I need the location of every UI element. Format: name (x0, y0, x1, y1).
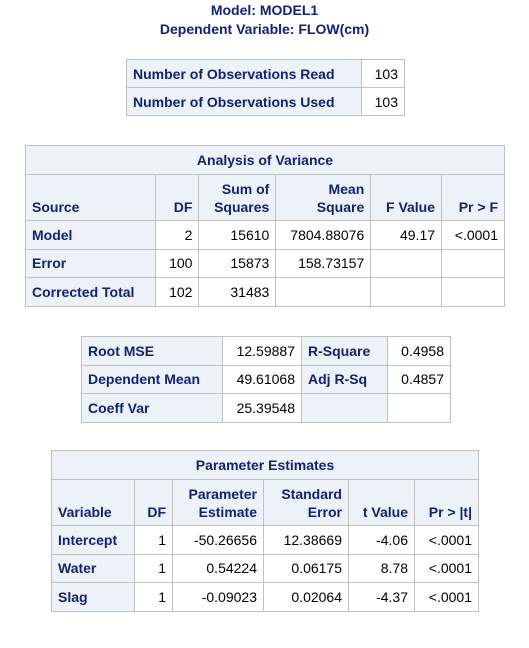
column-header-variable: Variable (51, 479, 135, 526)
dependent-variable-title: Dependent Variable: FLOW(cm) (159, 21, 370, 37)
row-header: R-Square (301, 336, 388, 366)
table-row: Error 100 15873 158.73157 (25, 248, 505, 278)
column-header-pr-t: Pr > |t| (414, 479, 479, 526)
row-header: Corrected Total (25, 277, 156, 307)
cell-estimate: 0.54224 (172, 553, 264, 583)
row-header (301, 393, 388, 423)
column-header-parameter-estimate: Parameter Estimate (172, 479, 264, 526)
cell-value (387, 393, 451, 423)
row-header: Water (51, 553, 135, 583)
row-header: Dependent Mean (81, 364, 223, 394)
cell-value: 0.4857 (387, 364, 451, 394)
anova-title: Analysis of Variance (25, 145, 505, 175)
cell-value: 12.59887 (222, 336, 302, 366)
row-header: Coeff Var (81, 393, 223, 423)
cell-p-value: <.0001 (414, 582, 479, 612)
table-row: Water 1 0.54224 0.06175 8.78 <.0001 (51, 553, 479, 583)
table-row: Root MSE 12.59887 R-Square 0.4958 (81, 336, 451, 366)
observations-row-read: Number of Observations Read 103 (126, 59, 405, 88)
cell-df: 1 (134, 553, 173, 583)
column-header-sum-of-squares: Sum of Squares (198, 174, 277, 221)
row-header: Model (25, 220, 156, 250)
row-header: Intercept (51, 525, 135, 555)
column-header-df: DF (154, 174, 200, 221)
cell-df: 102 (154, 277, 200, 307)
cell-standard-error: 0.06175 (263, 553, 349, 583)
cell-ms: 7804.88076 (275, 220, 372, 250)
cell-standard-error: 0.02064 (263, 582, 349, 612)
cell-df: 2 (154, 220, 200, 250)
column-header-pr-f: Pr > F (441, 174, 505, 221)
observations-table: Number of Observations Read 103 Number o… (126, 59, 405, 116)
cell-standard-error: 12.38669 (263, 525, 349, 555)
cell-ms (275, 277, 372, 307)
cell-ss: 15873 (198, 248, 277, 278)
cell-t-value: -4.06 (348, 525, 415, 555)
column-header-mean-square: Mean Square (275, 174, 372, 221)
cell-p: <.0001 (441, 220, 505, 250)
row-header: Adj R-Sq (301, 364, 388, 394)
table-row: Corrected Total 102 31483 (25, 277, 505, 307)
anova-table: Analysis of Variance Source DF Sum of Squ… (25, 145, 505, 307)
cell-df: 100 (154, 248, 200, 278)
row-header: Error (25, 248, 156, 278)
column-header-df: DF (134, 479, 173, 526)
fit-statistics-table: Root MSE 12.59887 R-Square 0.4958 Depend… (81, 336, 451, 423)
observations-row-used: Number of Observations Used 103 (126, 87, 405, 116)
cell-f (370, 277, 443, 307)
table-row: Coeff Var 25.39548 (81, 393, 451, 423)
cell-f (370, 248, 443, 278)
cell-value: 49.61068 (222, 364, 302, 394)
cell-p (441, 277, 505, 307)
cell-p (441, 248, 505, 278)
cell-p-value: <.0001 (414, 553, 479, 583)
cell-p-value: <.0001 (414, 525, 479, 555)
cell-ss: 15610 (198, 220, 277, 250)
row-header: Slag (51, 582, 135, 612)
model-title: Model: MODEL1 (210, 2, 319, 18)
parameter-estimates-table: Parameter Estimates Variable DF Paramete… (51, 450, 479, 612)
cell-estimate: -50.26656 (172, 525, 264, 555)
row-header: Number of Observations Read (126, 59, 362, 88)
column-header-f-value: F Value (370, 174, 443, 221)
anova-column-headers: Source DF Sum of Squares Mean Square F Val… (25, 174, 505, 221)
cell-t-value: 8.78 (348, 553, 415, 583)
cell-f: 49.17 (370, 220, 443, 250)
params-column-headers: Variable DF Parameter Estimate Standard Er… (51, 479, 479, 526)
cell-ss: 31483 (198, 277, 277, 307)
table-row: Intercept 1 -50.26656 12.38669 -4.06 <.0… (51, 525, 479, 555)
cell-value: 103 (361, 87, 405, 116)
table-row: Slag 1 -0.09023 0.02064 -4.37 <.0001 (51, 582, 479, 612)
cell-df: 1 (134, 582, 173, 612)
cell-df: 1 (134, 525, 173, 555)
cell-value: 103 (361, 59, 405, 88)
row-header: Root MSE (81, 336, 223, 366)
cell-t-value: -4.37 (348, 582, 415, 612)
column-header-t-value: t Value (348, 479, 415, 526)
column-header-standard-error: Standard Error (263, 479, 349, 526)
column-header-source: Source (25, 174, 156, 221)
table-row: Dependent Mean 49.61068 Adj R-Sq 0.4857 (81, 364, 451, 394)
cell-ms: 158.73157 (275, 248, 372, 278)
cell-value: 25.39548 (222, 393, 302, 423)
table-row: Model 2 15610 7804.88076 49.17 <.0001 (25, 220, 505, 250)
cell-value: 0.4958 (387, 336, 451, 366)
row-header: Number of Observations Used (126, 87, 362, 116)
cell-estimate: -0.09023 (172, 582, 264, 612)
parameter-estimates-title: Parameter Estimates (51, 450, 479, 480)
